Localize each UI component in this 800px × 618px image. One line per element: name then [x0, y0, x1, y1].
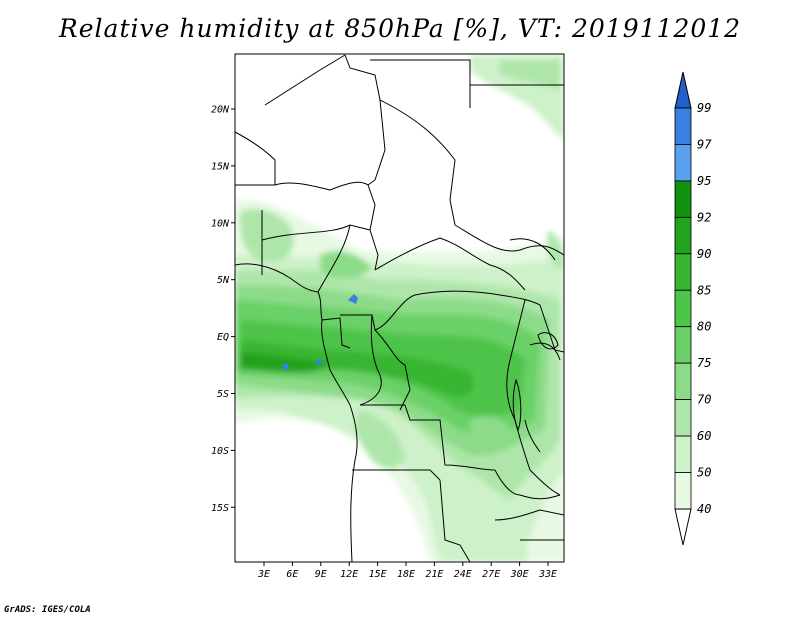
colorbar-segment [674, 253, 692, 291]
lat-label: 5N [217, 275, 230, 286]
colorbar-segment [674, 472, 692, 510]
lat-label: 15S [211, 503, 229, 514]
colorbar-segment [674, 289, 692, 328]
humidity-field [235, 54, 564, 562]
lon-label: 24E [454, 569, 472, 580]
longitude-axis: 3E 6E 9E 12E 15E 18E 21E 24E 27E 30E 33E [257, 562, 557, 580]
colorbar-segment [674, 326, 692, 364]
colorbar: 99 97 95 92 90 85 80 75 70 60 50 40 [674, 71, 712, 546]
colorbar-label: 95 [697, 174, 711, 188]
colorbar-segment [674, 399, 692, 437]
lon-label: 33E [538, 569, 557, 580]
lat-label: EQ [217, 332, 229, 343]
lat-label: 10N [211, 218, 230, 229]
lon-label: 12E [340, 569, 358, 580]
lat-label: 5S [217, 389, 229, 400]
colorbar-segment [674, 216, 692, 255]
lon-label: 9E [315, 569, 327, 580]
colorbar-top-arrow [674, 71, 692, 109]
colorbar-label: 40 [697, 502, 711, 516]
country-borders [235, 54, 564, 562]
colorbar-segment [674, 144, 692, 182]
lat-label: 10S [211, 446, 229, 457]
lon-label: 27E [482, 569, 500, 580]
colorbar-segment [674, 107, 692, 145]
map-title: Relative humidity at 850hPa [%], VT: 201… [58, 14, 742, 43]
map-frame [234, 53, 565, 563]
lon-label: 3E [257, 569, 270, 580]
colorbar-label: 75 [697, 356, 711, 370]
lon-label: 6E [286, 569, 298, 580]
colorbar-label: 85 [697, 283, 711, 297]
lon-label: 21E [425, 569, 443, 580]
lon-label: 15E [369, 569, 387, 580]
latitude-axis: 20N 15N 10N 5N EQ 5S 10S 15S [211, 105, 235, 514]
colorbar-segment [674, 180, 692, 218]
colorbar-label: 97 [697, 137, 712, 151]
colorbar-segment [674, 362, 692, 400]
colorbar-label: 90 [697, 247, 711, 261]
colorbar-label: 92 [697, 210, 711, 224]
colorbar-label: 70 [697, 393, 711, 407]
credit-text: GrADS: IGES/COLA [4, 605, 91, 615]
lon-label: 18E [397, 569, 415, 580]
colorbar-segment [674, 435, 692, 473]
colorbar-label: 50 [697, 466, 711, 480]
colorbar-label: 99 [697, 101, 711, 115]
colorbar-bottom-arrow [674, 508, 692, 546]
lat-label: 20N [211, 105, 230, 116]
colorbar-label: 80 [697, 320, 711, 334]
lon-label: 30E [510, 569, 529, 580]
lat-label: 15N [211, 161, 230, 172]
colorbar-label: 60 [697, 429, 711, 443]
